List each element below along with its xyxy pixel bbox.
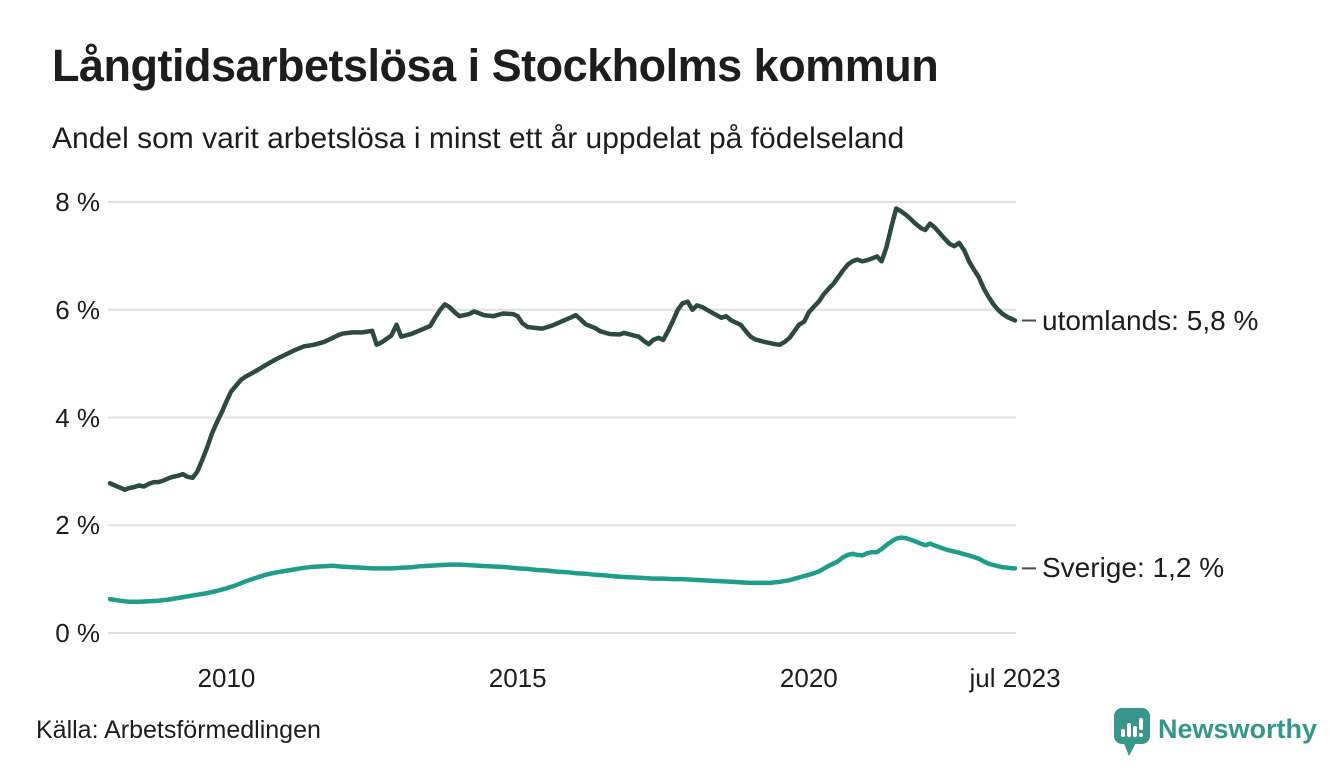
y-tick-label: 6 % xyxy=(55,294,100,325)
chart-subtitle: Andel som varit arbetslösa i minst ett å… xyxy=(52,122,905,155)
y-tick-label: 0 % xyxy=(55,618,100,648)
x-tick-label: 2020 xyxy=(779,663,838,693)
y-tick-label: 8 % xyxy=(55,187,100,217)
newsworthy-brand-text: Newsworthy xyxy=(1158,714,1318,744)
series-line-sverige xyxy=(107,535,1018,605)
x-tick-label: 2010 xyxy=(197,663,256,693)
x-tick-label: 2015 xyxy=(488,663,547,693)
series-line-utomlands xyxy=(107,206,1018,492)
source-note: Källa: Arbetsförmedlingen xyxy=(36,716,321,744)
x-tick-label: jul 2023 xyxy=(969,663,1061,693)
chart-title: Långtidsarbetslösa i Stockholms kommun xyxy=(52,40,939,91)
newsworthy-logo-icon xyxy=(1114,708,1150,756)
y-tick-label: 4 % xyxy=(55,402,100,433)
y-tick-label: 2 % xyxy=(55,510,100,541)
series-end-label: utomlands: 5,8 % xyxy=(1042,304,1259,336)
series-end-label: Sverige: 1,2 % xyxy=(1042,552,1225,584)
